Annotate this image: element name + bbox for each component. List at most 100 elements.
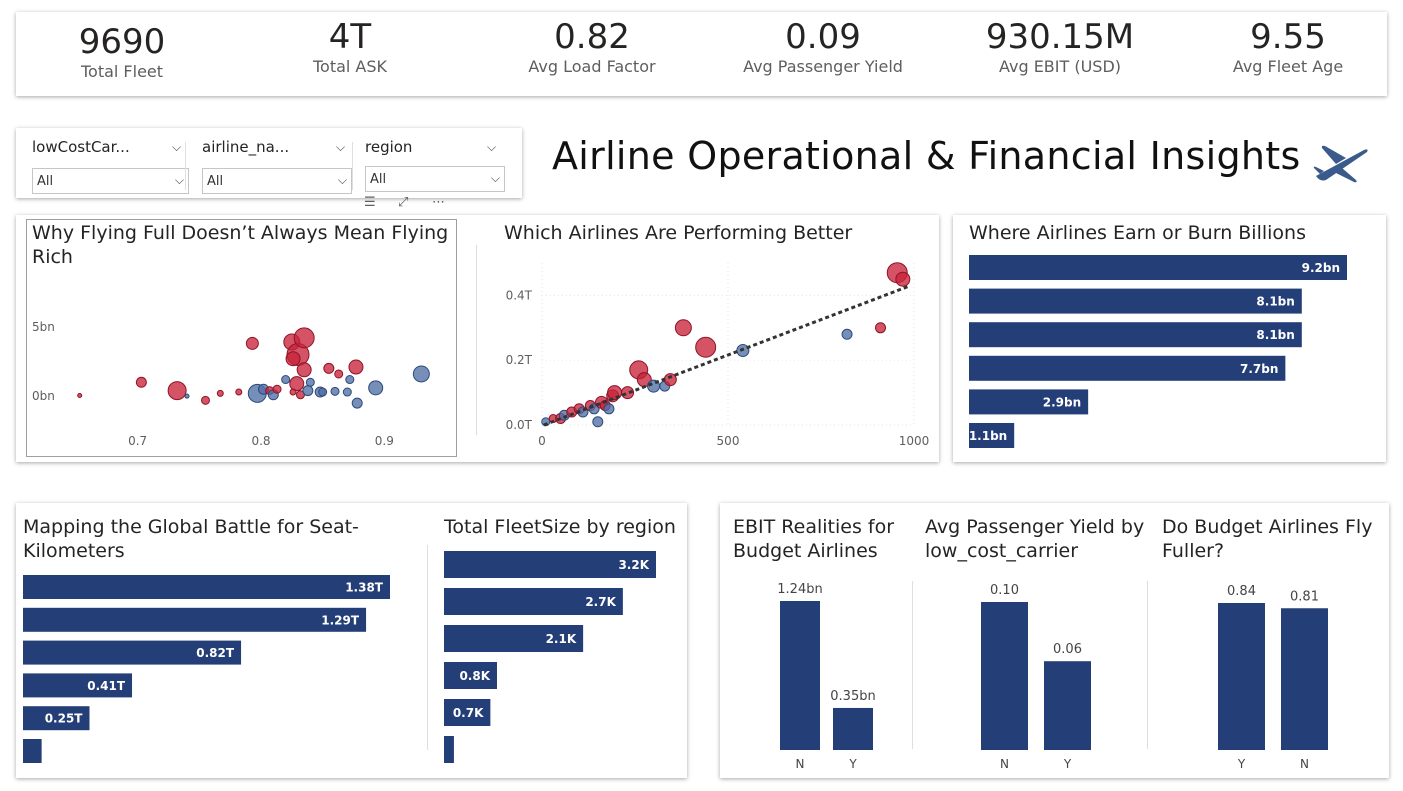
column[interactable] (780, 601, 820, 750)
slicer-dropdown[interactable]: All ⌵ (365, 166, 505, 192)
scatter-point[interactable] (592, 416, 604, 428)
column-chart-yield-lcc[interactable]: 0.10 N 0.06 Y (965, 575, 1105, 775)
ebit-bars-panel: Where Airlines Earn or Burn Billions 9.2… (953, 215, 1386, 462)
chevron-down-icon[interactable]: ⌵ (487, 140, 497, 154)
bar[interactable] (23, 575, 390, 599)
slicer-low-cost-carrier[interactable]: lowCostCar... ⌵ All ⌵ (32, 128, 192, 198)
scatter-point[interactable] (674, 319, 692, 337)
scatter-point[interactable] (235, 388, 243, 396)
bar-chart-ebit[interactable]: 9.2bn 8.1bn 8.1bn 7.7bn 2.9bn 1.1bn (969, 255, 1379, 455)
chevron-down-icon[interactable]: ⌵ (490, 171, 500, 185)
x-tick-label: 0.9 (375, 434, 394, 448)
scatter-point[interactable] (296, 362, 312, 378)
kpi-total-fleet[interactable]: 9690 Total Fleet (22, 12, 222, 96)
chart-title: Why Flying Full Doesn’t Always Mean Flyi… (32, 222, 449, 268)
bar-chart-fleet[interactable]: 3.2K 2.7K 2.1K 0.8K 0.7K (444, 551, 684, 771)
scatter-point[interactable] (184, 393, 190, 399)
bar[interactable] (23, 739, 42, 763)
kpi-avg-ebit[interactable]: 930.15M Avg EBIT (USD) (950, 12, 1170, 96)
bar[interactable] (444, 588, 623, 615)
column[interactable] (833, 707, 873, 750)
slicer-airline-name[interactable]: airline_na... ⌵ All ⌵ (202, 128, 362, 198)
bar[interactable] (23, 607, 367, 632)
more-options-icon[interactable]: ⋯ (432, 195, 445, 210)
slicer-region[interactable]: region ⌵ All ⌵ (365, 128, 515, 198)
bar[interactable] (23, 673, 133, 698)
kpi-avg-passenger-yield[interactable]: 0.09 Avg Passenger Yield (713, 12, 933, 96)
scatter-point[interactable] (875, 322, 887, 334)
scatter-point[interactable] (167, 381, 187, 401)
scatter-point[interactable] (345, 375, 355, 385)
ask-fleet-panel: Mapping the Global Battle for Seat-Kilom… (16, 503, 687, 778)
scatter-point[interactable] (77, 392, 83, 398)
scatter-point[interactable] (318, 387, 328, 397)
column-chart-lf-lcc[interactable]: 0.84 Y 0.81 N (1200, 575, 1350, 775)
scatter-point[interactable] (245, 336, 259, 350)
slicer-dropdown[interactable]: All ⌵ (202, 168, 352, 194)
scatter-point[interactable] (342, 387, 352, 397)
scatter-point[interactable] (368, 380, 384, 396)
bar[interactable] (444, 699, 491, 726)
scatter-point[interactable] (412, 365, 430, 383)
bar[interactable] (969, 288, 1302, 314)
bar[interactable] (444, 551, 656, 578)
scatter-point[interactable] (330, 386, 340, 396)
bar[interactable] (969, 389, 1089, 415)
scatter-point[interactable] (201, 395, 210, 405)
chevron-down-icon[interactable]: ⌵ (172, 140, 182, 154)
scatter-point[interactable] (841, 328, 853, 340)
scatter-point[interactable] (334, 369, 344, 379)
chevron-down-icon[interactable]: ⌵ (336, 140, 346, 154)
column[interactable] (1218, 603, 1265, 750)
data-label: 7.7bn (1240, 362, 1278, 376)
bar[interactable] (23, 640, 242, 665)
bar[interactable] (444, 662, 497, 689)
scatter-point[interactable] (603, 403, 615, 415)
kpi-avg-fleet-age[interactable]: 9.55 Avg Fleet Age (1188, 12, 1388, 96)
scatter-point[interactable] (305, 377, 315, 387)
column[interactable] (1281, 608, 1328, 750)
bar[interactable] (969, 322, 1302, 348)
scatter-point[interactable] (285, 351, 301, 367)
kpi-value: 0.82 (554, 17, 630, 57)
filter-icon[interactable]: ☰ (364, 195, 376, 210)
data-label: 0.82T (196, 646, 235, 660)
bar[interactable] (444, 625, 584, 652)
slicer-divider (185, 142, 186, 190)
scatter-point[interactable] (272, 384, 282, 394)
visual-toolbar: ☰ ⤢ ⋯ (358, 195, 454, 215)
bar-chart-ask[interactable]: 1.38T 1.29T 0.82T 0.41T 0.25T (23, 575, 413, 771)
scatter-point[interactable] (351, 397, 363, 409)
kpi-avg-load-factor[interactable]: 0.82 Avg Load Factor (492, 12, 692, 96)
scatter-point[interactable] (293, 327, 315, 349)
scatter-point[interactable] (695, 336, 717, 358)
bar[interactable] (969, 423, 1015, 448)
bar[interactable] (23, 706, 90, 731)
chevron-down-icon[interactable]: ⌵ (174, 173, 184, 187)
scatter-point[interactable] (302, 385, 314, 397)
bar[interactable] (444, 736, 454, 763)
bar[interactable] (969, 255, 1347, 280)
y-tick-label: 5bn (32, 320, 55, 334)
column[interactable] (981, 602, 1028, 750)
scatter-point[interactable] (323, 362, 335, 374)
chevron-down-icon[interactable]: ⌵ (337, 173, 347, 187)
scatter-loadfactor-ebit[interactable]: 0bn 5bn 0.7 0.8 0.9 (26, 279, 457, 457)
column-chart-ebit-lcc[interactable]: 1.24bn N 0.35bn Y (760, 575, 900, 775)
scatter-point[interactable] (289, 388, 297, 396)
focus-mode-icon[interactable]: ⤢ (398, 195, 409, 210)
column[interactable] (1044, 661, 1091, 750)
scatter-point[interactable] (289, 376, 305, 392)
scatter-ask-revenue[interactable]: 0.0T 0.2T 0.4T 0 500 1000 (486, 253, 936, 453)
scatter-point[interactable] (135, 376, 147, 388)
scatter-point[interactable] (348, 359, 364, 375)
kpi-total-ask[interactable]: 4T Total ASK (250, 12, 450, 96)
bar[interactable] (969, 355, 1286, 381)
scatter-point[interactable] (281, 375, 291, 385)
slicer-dropdown[interactable]: All ⌵ (32, 168, 189, 194)
trend-line[interactable] (543, 284, 911, 427)
kpi-label: Avg Fleet Age (1232, 57, 1344, 76)
scatter-point[interactable] (216, 389, 224, 397)
scatter-point[interactable] (895, 271, 911, 287)
data-label: 0.7K (453, 706, 484, 720)
